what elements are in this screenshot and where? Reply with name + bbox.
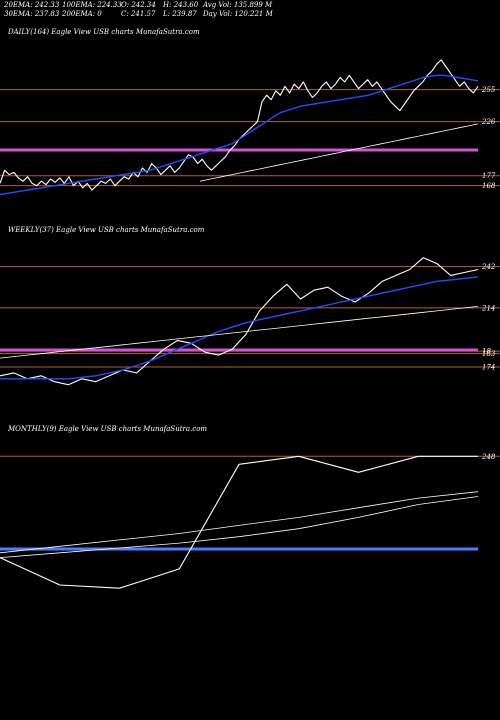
daily-panel-title: DAILY(164) Eagle View USB charts MunafaS… <box>8 28 200 36</box>
level-label: 214 <box>481 304 495 312</box>
ema-series-line <box>0 496 479 558</box>
level-label: 183 <box>482 350 496 358</box>
header-ema200: 200EMA: 0 <box>62 10 102 18</box>
level-label: 174 <box>482 363 495 371</box>
level-label: 242 <box>481 263 496 271</box>
header-open: O: 242.34 <box>121 1 156 9</box>
header-ema30: 30EMA: 237.83 <box>4 10 60 18</box>
header-day-vol: Day Vol: 120.221 M <box>203 10 273 18</box>
ema-series-line <box>0 306 479 359</box>
price-series-line <box>0 257 479 386</box>
price-series-line <box>0 59 479 191</box>
price-series-line <box>0 455 478 589</box>
header-close: C: 241.57 <box>121 10 156 18</box>
ema-series-line <box>0 74 479 196</box>
weekly-panel-title: WEEKLY(37) Eagle View USB charts MunafaS… <box>8 226 205 234</box>
header-ema20: 20EMA: 242.33 <box>4 1 60 9</box>
header-high: H: 243.60 <box>163 1 199 9</box>
level-label: 255 <box>481 86 496 94</box>
header-ema100: 100EMA: 224.33 <box>62 1 122 9</box>
header-low: L: 239.87 <box>163 10 197 18</box>
level-label: 18 <box>482 348 491 356</box>
level-label: 226 <box>481 118 496 126</box>
level-label: 248 <box>481 453 496 461</box>
ema-series-line <box>0 491 479 554</box>
ema-series-line <box>199 123 479 182</box>
ema-series-line <box>0 276 479 380</box>
header-avg-vol: Avg Vol: 135.899 M <box>203 1 273 9</box>
monthly-panel-title: MONTHLY(9) Eagle View USB charts MunafaS… <box>8 425 208 433</box>
level-label: 177 <box>482 172 496 180</box>
level-label: 168 <box>482 182 496 190</box>
